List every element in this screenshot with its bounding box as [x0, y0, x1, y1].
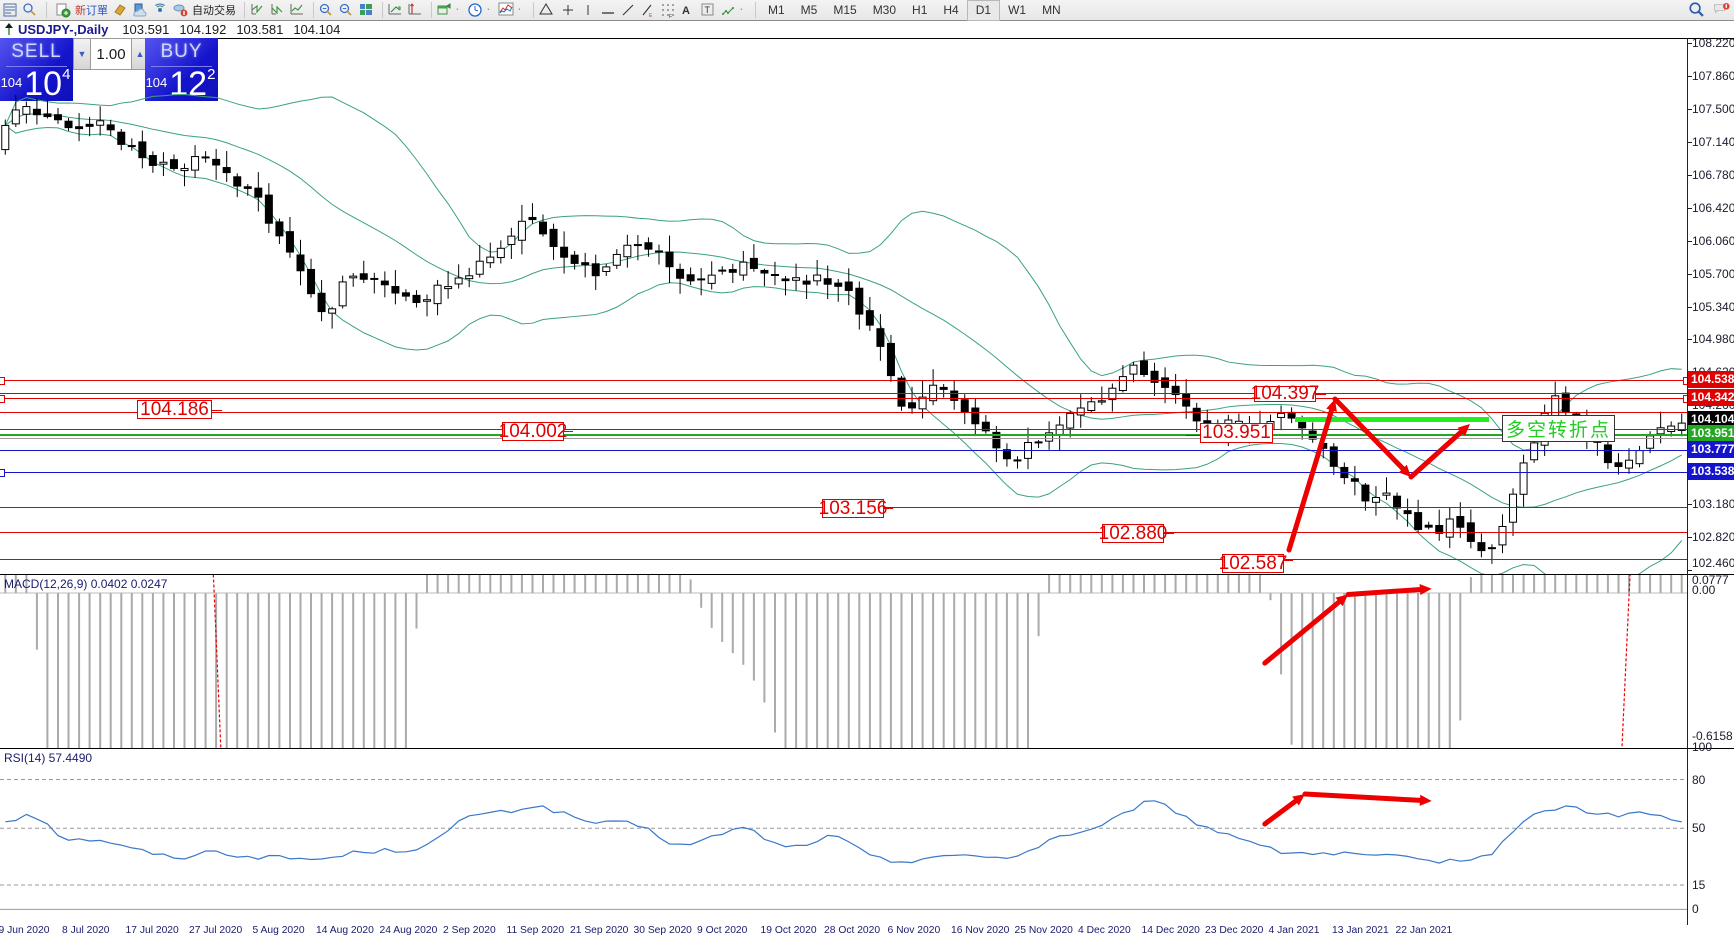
svg-text:F: F	[669, 14, 672, 18]
svg-text:T: T	[705, 5, 711, 15]
svg-text:E: E	[649, 13, 653, 18]
svg-text:A: A	[682, 5, 690, 17]
